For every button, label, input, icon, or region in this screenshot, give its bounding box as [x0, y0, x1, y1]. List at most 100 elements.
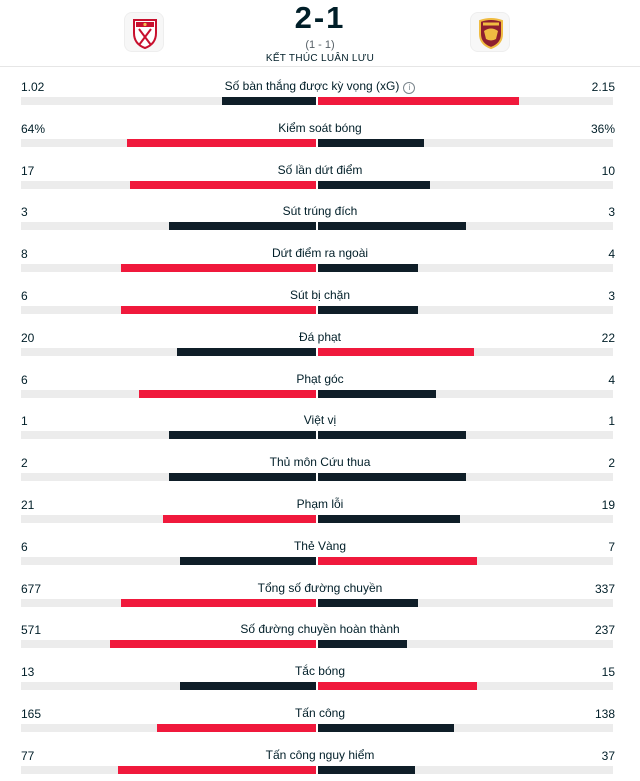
stat-home-track — [21, 723, 316, 732]
stat-away-value: 7 — [608, 539, 615, 554]
stat-label-text: Tấn công nguy hiểm — [265, 747, 375, 762]
stat-home-track — [21, 305, 316, 314]
stat-away-value: 1 — [608, 414, 615, 429]
stat-away-track — [318, 347, 613, 356]
stat-away-value: 337 — [594, 581, 615, 596]
stat-home-bar — [130, 180, 316, 189]
stat-away-track — [318, 389, 613, 398]
stat-home-bar — [168, 222, 316, 231]
sevilla-crest-icon — [133, 19, 157, 49]
stat-row: 21 Phạm lỗi 19 — [0, 491, 640, 533]
stat-home-bar — [162, 514, 316, 523]
stat-label: Việt vị — [0, 413, 640, 427]
stat-row: 1.02 Số bàn thắng được kỳ vọng (xG) i 2.15 — [0, 73, 640, 115]
stat-row: 20 Đá phạt 22 — [0, 324, 640, 366]
stat-home-value: 3 — [21, 205, 28, 220]
stat-away-track — [318, 138, 613, 147]
stat-away-value: 4 — [608, 372, 615, 387]
stat-away-track — [318, 556, 613, 565]
stat-home-track — [21, 264, 316, 273]
info-icon[interactable]: i — [403, 82, 416, 94]
stat-home-value: 17 — [21, 163, 35, 178]
stat-row: 3 Sút trúng đích 3 — [0, 198, 640, 240]
stat-home-track — [21, 473, 316, 482]
stat-home-value: 13 — [21, 665, 35, 680]
stat-away-value: 15 — [601, 665, 615, 680]
match-score: 2-1 — [294, 0, 346, 35]
stat-home-value: 64% — [21, 121, 46, 136]
stat-label-text: Phạt góc — [296, 371, 344, 386]
stat-home-track — [21, 682, 316, 691]
stat-away-value: 10 — [601, 163, 615, 178]
stat-home-track — [21, 222, 316, 231]
stat-label: Phạt góc — [0, 372, 640, 386]
stat-label: Tấn công nguy hiểm — [0, 748, 640, 762]
stat-away-value: 2 — [608, 456, 615, 471]
stat-away-value: 2.15 — [591, 80, 615, 94]
stat-away-bar — [318, 138, 425, 147]
stat-label-text: Kiểm soát bóng — [278, 120, 362, 135]
home-team-logo[interactable] — [124, 12, 164, 52]
stat-away-value: 3 — [608, 288, 615, 303]
stat-away-bar — [318, 682, 478, 691]
stat-row: 1 Việt vị 1 — [0, 407, 640, 449]
stat-away-value: 138 — [594, 706, 615, 721]
stat-away-track — [318, 765, 613, 774]
stat-home-bar — [118, 765, 316, 774]
stat-away-track — [318, 180, 613, 189]
stat-away-value: 3 — [608, 205, 615, 220]
stat-label-text: Số bàn thắng được kỳ vọng (xG) — [224, 79, 400, 93]
stat-home-value: 8 — [21, 247, 28, 262]
stat-home-bar — [127, 138, 316, 147]
stat-label: Số bàn thắng được kỳ vọng (xG) i — [0, 79, 640, 94]
stat-away-track — [318, 222, 613, 231]
stat-away-track — [318, 264, 613, 273]
stat-away-value: 4 — [608, 247, 615, 262]
stat-home-value: 6 — [21, 288, 28, 303]
stat-away-track — [318, 598, 613, 607]
stat-label-text: Số đường chuyền hoàn thành — [240, 622, 400, 637]
stat-away-track — [318, 431, 613, 440]
stat-home-value: 165 — [21, 706, 42, 721]
stat-home-bar — [121, 598, 316, 607]
stat-home-value: 571 — [21, 623, 42, 638]
stat-row: 2 Thủ môn Cứu thua 2 — [0, 449, 640, 491]
stat-away-bar — [318, 473, 466, 482]
stat-away-bar — [318, 305, 419, 314]
stat-home-value: 6 — [21, 372, 28, 387]
away-team-logo[interactable] — [470, 12, 510, 52]
stat-row: 6 Thẻ Vàng 7 — [0, 533, 640, 575]
stat-home-track — [21, 765, 316, 774]
stat-away-bar — [318, 640, 407, 649]
stat-away-value: 237 — [594, 623, 615, 638]
stat-label-text: Thẻ Vàng — [293, 538, 347, 553]
stat-home-bar — [180, 556, 316, 565]
stat-row: 571 Số đường chuyền hoàn thành 237 — [0, 616, 640, 658]
stat-away-value: 37 — [601, 748, 615, 763]
header-divider — [0, 66, 640, 67]
stat-label: Thẻ Vàng — [0, 539, 640, 553]
stat-home-bar — [121, 305, 316, 314]
stat-label-text: Tấn công — [294, 705, 346, 720]
stat-away-bar — [318, 389, 436, 398]
stat-home-track — [21, 97, 316, 105]
stat-label: Dứt điểm ra ngoài — [0, 246, 640, 260]
stat-home-track — [21, 556, 316, 565]
stat-home-track — [21, 598, 316, 607]
stat-home-track — [21, 138, 316, 147]
stat-away-bar — [318, 431, 466, 440]
stat-home-bar — [168, 473, 316, 482]
stat-label-text: Thủ môn Cứu thua — [269, 455, 371, 470]
stat-home-value: 1.02 — [21, 80, 45, 94]
stat-away-track — [318, 640, 613, 649]
stat-away-bar — [318, 97, 519, 105]
stat-home-track — [21, 514, 316, 523]
stat-row: 64% Kiểm soát bóng 36% — [0, 115, 640, 157]
stat-away-bar — [318, 556, 478, 565]
stat-home-track — [21, 389, 316, 398]
stat-label-text: Tổng số đường chuyền — [257, 580, 383, 595]
stat-label-text: Sút bị chặn — [289, 287, 351, 302]
aggregate-score: (1 - 1) — [305, 39, 335, 51]
stat-home-value: 21 — [21, 497, 35, 512]
stat-row: 77 Tấn công nguy hiểm 37 — [0, 742, 640, 781]
